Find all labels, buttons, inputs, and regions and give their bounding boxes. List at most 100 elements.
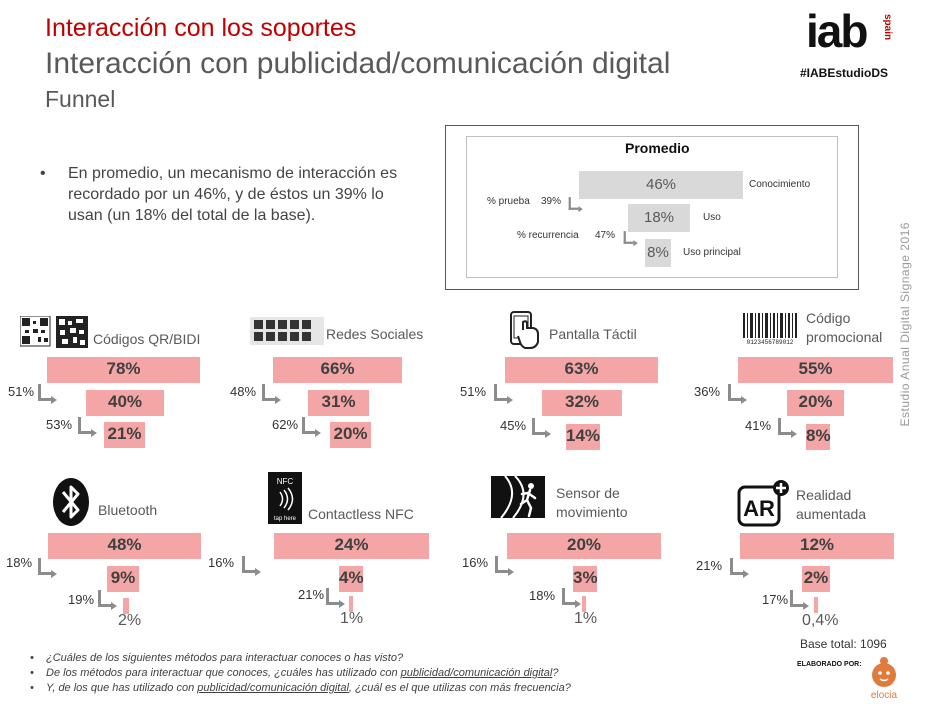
bluetooth-title: Bluetooth bbox=[98, 502, 158, 518]
qr-trial-pct: 51% bbox=[8, 384, 35, 399]
social-recurrence-arrow-icon bbox=[302, 417, 321, 437]
hashtag: #IABEstudioDS bbox=[800, 66, 889, 80]
nfc-trial-pct: 16% bbox=[208, 555, 235, 570]
average-title: Promedio bbox=[625, 140, 690, 156]
iab-logo-text: iab bbox=[806, 5, 868, 57]
motion-knowledge-bar: 20% bbox=[507, 533, 661, 559]
ar-recurrence-arrow-icon bbox=[790, 590, 809, 610]
question-2-end: ? bbox=[552, 667, 559, 679]
promo-trial-pct: 36% bbox=[694, 384, 721, 399]
bluetooth-knowledge-bar: 48% bbox=[48, 533, 201, 559]
social-trial-arrow-icon bbox=[262, 384, 281, 404]
nfc-main-use-value: 1% bbox=[340, 610, 364, 627]
motion-trial-arrow-icon bbox=[495, 556, 514, 576]
bluetooth-icon bbox=[52, 477, 90, 532]
elocia-logo: elocia bbox=[860, 653, 908, 704]
social-networks-icon bbox=[250, 317, 324, 350]
promo-recurrence-pct: 41% bbox=[745, 418, 772, 433]
average-knowledge-label: Conocimiento bbox=[749, 179, 811, 190]
qr-code-icon bbox=[19, 315, 92, 353]
touch-use-bar: 32% bbox=[542, 390, 622, 416]
barcode-digits: 0123456789012 bbox=[747, 339, 794, 345]
ar-use-bar: 2% bbox=[802, 566, 830, 592]
ar-main-use-value: 0,4% bbox=[802, 612, 839, 629]
motion-trial-pct: 16% bbox=[462, 555, 489, 570]
promo-recurrence-arrow-icon bbox=[778, 418, 797, 438]
summary-text: En promedio, un mecanismo de interacción… bbox=[68, 165, 398, 224]
nfc-recurrence-arrow-icon bbox=[326, 588, 345, 608]
ar-recurrence-pct: 17% bbox=[762, 592, 789, 607]
qr-knowledge-bar: 78% bbox=[47, 357, 200, 383]
average-knowledge-bar: 46% bbox=[579, 171, 743, 199]
average-box: Promedio 46% Conocimiento % prueba 39% 1… bbox=[445, 125, 859, 290]
average-recurrence-value: 47% bbox=[595, 230, 616, 241]
ar-knowledge-bar: 12% bbox=[740, 533, 894, 559]
average-use-bar: 18% bbox=[628, 204, 690, 232]
question-1: ¿Cuáles de los siguientes métodos para i… bbox=[30, 651, 571, 666]
page-subtitle: Interacción con publicidad/comunicación … bbox=[45, 47, 671, 80]
average-use-label: Uso bbox=[703, 212, 721, 223]
qr-trial-arrow-icon bbox=[38, 384, 57, 404]
qr-use-bar: 40% bbox=[86, 390, 164, 416]
promo-main-use-bar: 8% bbox=[806, 424, 831, 450]
ar-label: AR bbox=[743, 496, 775, 521]
nfc-trial-arrow-icon bbox=[242, 556, 261, 576]
qr-title: Códigos QR/BIDI bbox=[93, 331, 201, 347]
question-3-end: , ¿cuál es el que utilizas con más frecu… bbox=[348, 682, 571, 694]
average-trial-arrow-icon bbox=[568, 197, 583, 213]
question-1-text: ¿Cuáles de los siguientes métodos para i… bbox=[46, 652, 404, 664]
page-title: Interacción con los soportes bbox=[45, 14, 357, 42]
social-knowledge-bar: 66% bbox=[273, 357, 402, 383]
social-use-bar: 31% bbox=[308, 390, 369, 416]
elocia-name: elocia bbox=[871, 690, 898, 699]
question-3: Y, de los que has utilizado con publicid… bbox=[30, 681, 571, 696]
nfc-main-use-bar bbox=[349, 596, 353, 612]
bluetooth-recurrence-pct: 19% bbox=[68, 592, 95, 607]
base-total: Base total: 1096 bbox=[800, 637, 887, 651]
motion-recurrence-arrow-icon bbox=[562, 588, 581, 608]
ar-trial-pct: 21% bbox=[696, 558, 723, 573]
touchscreen-icon bbox=[508, 310, 546, 355]
question-3-text: Y, de los que has utilizado con bbox=[46, 682, 198, 694]
average-panel: Promedio 46% Conocimiento % prueba 39% 1… bbox=[466, 136, 838, 278]
touch-recurrence-arrow-icon bbox=[532, 418, 551, 438]
average-trial-value: 39% bbox=[541, 196, 562, 207]
section-label: Funnel bbox=[45, 86, 116, 112]
bluetooth-trial-arrow-icon bbox=[38, 558, 57, 578]
iab-logo-sub: spain bbox=[882, 14, 893, 41]
credit-label: ELABORADO POR: bbox=[797, 661, 862, 668]
question-2-underlined: publicidad/comunicación digital bbox=[400, 667, 553, 679]
bluetooth-main-use-bar bbox=[123, 598, 129, 614]
ar-main-use-bar bbox=[814, 597, 818, 613]
nfc-title: Contactless NFC bbox=[308, 506, 414, 522]
touch-main-use-bar: 14% bbox=[566, 424, 600, 450]
nfc-tap-label: tap here bbox=[274, 516, 297, 522]
touch-title: Pantalla Táctil bbox=[549, 326, 637, 342]
social-trial-pct: 48% bbox=[230, 384, 257, 399]
bluetooth-main-use-value: 2% bbox=[118, 612, 142, 629]
promo-use-bar: 20% bbox=[787, 390, 844, 416]
ar-title: Realidad aumentada bbox=[796, 487, 867, 522]
motion-title: Sensor de movimiento bbox=[556, 485, 628, 520]
average-recurrence-label: % recurrencia bbox=[517, 230, 579, 241]
side-caption: Estudio Anual Digital Signage 2016 bbox=[898, 222, 912, 427]
question-notes: ¿Cuáles de los siguientes métodos para i… bbox=[30, 651, 571, 696]
bluetooth-use-bar: 9% bbox=[107, 566, 139, 592]
qr-recurrence-pct: 53% bbox=[46, 417, 73, 432]
average-main-use-label: Uso principal bbox=[683, 247, 741, 258]
bluetooth-recurrence-arrow-icon bbox=[98, 590, 117, 610]
social-main-use-bar: 20% bbox=[330, 422, 371, 448]
augmented-reality-icon: AR bbox=[737, 479, 793, 532]
nfc-knowledge-bar: 24% bbox=[274, 533, 429, 559]
nfc-label: NFC bbox=[277, 477, 294, 486]
average-trial-label: % prueba bbox=[487, 196, 530, 207]
nfc-recurrence-pct: 21% bbox=[298, 587, 325, 602]
nfc-use-bar: 4% bbox=[339, 566, 364, 592]
social-recurrence-pct: 62% bbox=[272, 417, 299, 432]
touch-recurrence-pct: 45% bbox=[500, 418, 527, 433]
social-title: Redes Sociales bbox=[326, 326, 424, 342]
iab-logo: iab spain bbox=[806, 5, 893, 57]
bluetooth-trial-pct: 18% bbox=[6, 555, 33, 570]
promo-knowledge-bar: 55% bbox=[738, 357, 893, 383]
barcode-icon: 0123456789012 bbox=[742, 313, 798, 350]
